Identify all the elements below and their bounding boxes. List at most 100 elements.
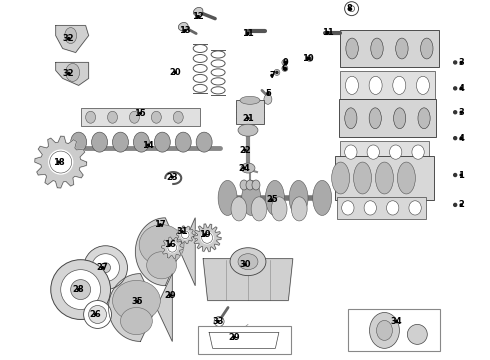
Circle shape	[181, 231, 190, 239]
Ellipse shape	[369, 76, 382, 94]
Ellipse shape	[367, 145, 379, 159]
Circle shape	[233, 336, 235, 338]
Ellipse shape	[344, 145, 357, 159]
Ellipse shape	[61, 270, 100, 310]
Circle shape	[309, 58, 311, 59]
Bar	[198, 327, 291, 354]
Text: 9: 9	[283, 58, 289, 67]
Ellipse shape	[364, 201, 376, 215]
Circle shape	[58, 161, 60, 163]
Ellipse shape	[193, 75, 207, 82]
Ellipse shape	[84, 246, 127, 289]
Ellipse shape	[71, 280, 91, 300]
Text: 3: 3	[458, 108, 464, 117]
Bar	[81, 108, 200, 126]
Ellipse shape	[271, 197, 287, 221]
Text: 12: 12	[192, 12, 204, 21]
Ellipse shape	[193, 84, 207, 92]
Ellipse shape	[241, 163, 255, 173]
Circle shape	[172, 176, 173, 178]
Text: 6: 6	[282, 64, 288, 73]
Text: 29: 29	[228, 333, 240, 342]
Text: 4: 4	[458, 134, 464, 143]
Ellipse shape	[375, 162, 393, 194]
Ellipse shape	[154, 132, 171, 152]
Circle shape	[147, 144, 149, 146]
Polygon shape	[56, 62, 89, 85]
Ellipse shape	[133, 132, 149, 152]
Text: 2: 2	[458, 201, 464, 210]
Circle shape	[395, 320, 397, 323]
Circle shape	[243, 167, 245, 169]
Circle shape	[217, 320, 219, 323]
Circle shape	[454, 137, 457, 140]
Text: 16: 16	[165, 240, 176, 249]
Ellipse shape	[307, 55, 313, 62]
Circle shape	[101, 267, 103, 269]
Ellipse shape	[84, 301, 112, 328]
Ellipse shape	[211, 51, 225, 58]
Circle shape	[327, 32, 329, 33]
Text: 33: 33	[212, 317, 224, 326]
Ellipse shape	[345, 76, 359, 94]
Ellipse shape	[390, 145, 402, 159]
Text: 17: 17	[154, 220, 166, 229]
Polygon shape	[209, 332, 279, 348]
Text: 18: 18	[53, 158, 65, 167]
Circle shape	[197, 15, 199, 18]
Ellipse shape	[230, 248, 266, 276]
Ellipse shape	[274, 69, 280, 75]
Text: 24: 24	[238, 163, 250, 172]
Circle shape	[460, 204, 462, 206]
Circle shape	[169, 244, 171, 246]
Circle shape	[460, 111, 462, 113]
Ellipse shape	[66, 63, 80, 81]
Circle shape	[174, 71, 176, 73]
Ellipse shape	[89, 306, 106, 323]
Text: 28: 28	[73, 285, 84, 294]
Circle shape	[204, 234, 206, 236]
Ellipse shape	[264, 94, 272, 104]
Ellipse shape	[65, 28, 76, 44]
Polygon shape	[161, 237, 183, 258]
Ellipse shape	[231, 197, 247, 221]
Text: 20: 20	[170, 68, 181, 77]
Text: 30: 30	[239, 260, 251, 269]
Circle shape	[454, 174, 457, 176]
Ellipse shape	[214, 316, 224, 327]
Circle shape	[454, 87, 457, 90]
Circle shape	[247, 32, 249, 35]
Text: 32: 32	[63, 34, 74, 43]
Ellipse shape	[409, 201, 421, 215]
Bar	[340, 71, 435, 99]
Ellipse shape	[369, 312, 399, 348]
Ellipse shape	[147, 252, 176, 279]
Ellipse shape	[266, 180, 284, 216]
Ellipse shape	[113, 132, 128, 152]
Ellipse shape	[240, 96, 260, 104]
Circle shape	[136, 301, 138, 302]
Ellipse shape	[211, 60, 225, 67]
Ellipse shape	[211, 69, 225, 76]
Circle shape	[244, 264, 246, 266]
Ellipse shape	[113, 280, 160, 321]
Ellipse shape	[354, 162, 371, 194]
Circle shape	[460, 137, 462, 139]
Ellipse shape	[238, 124, 258, 136]
Ellipse shape	[369, 108, 381, 129]
Circle shape	[285, 62, 287, 63]
Ellipse shape	[240, 180, 248, 190]
Circle shape	[284, 62, 286, 63]
Ellipse shape	[251, 197, 267, 221]
Bar	[337, 197, 426, 219]
Circle shape	[244, 149, 246, 151]
Circle shape	[284, 67, 286, 69]
Ellipse shape	[393, 76, 406, 94]
Ellipse shape	[346, 38, 358, 59]
Circle shape	[271, 75, 273, 76]
Ellipse shape	[107, 111, 118, 123]
Text: 11: 11	[242, 29, 254, 38]
Text: 10: 10	[302, 54, 314, 63]
Circle shape	[454, 203, 457, 206]
Text: 14: 14	[143, 141, 154, 150]
